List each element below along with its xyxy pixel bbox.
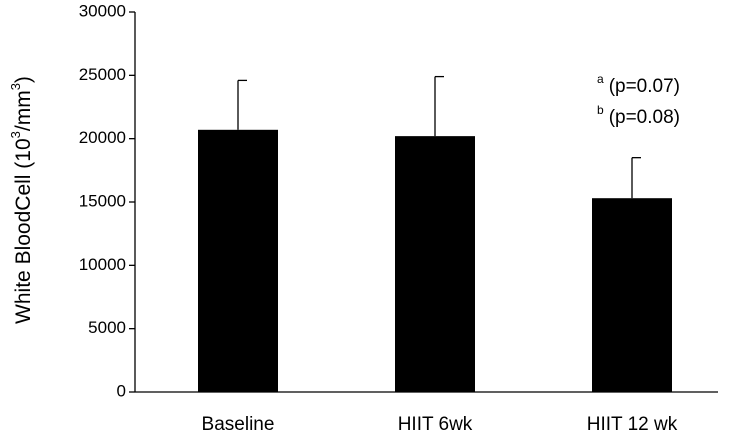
y-tick-label: 5000 (88, 318, 126, 337)
y-axis-title-sup2: 3 (8, 83, 23, 90)
bar (592, 198, 672, 392)
x-category-label: HIIT 6wk (398, 414, 473, 435)
annotation-marker: b (597, 103, 604, 117)
y-axis-title-sup1: 3 (8, 131, 23, 138)
y-tick-label: 30000 (79, 1, 126, 20)
y-axis-title-end: ) (12, 76, 35, 83)
y-tick-label: 10000 (79, 255, 126, 274)
y-axis-title-mid: /mm (12, 90, 35, 131)
y-axis-title-main: White BloodCell (10 (12, 138, 35, 324)
x-category-label: HIIT 12 wk (587, 414, 678, 435)
y-axis-title: White BloodCell (103/mm3) (8, 76, 35, 324)
y-tick-label: 25000 (79, 65, 126, 84)
annotation-text: (p=0.08) (609, 107, 680, 128)
annotations: a (p=0.07) b (p=0.08) (597, 72, 680, 128)
y-axis: 0 5000 10000 15000 20000 25000 30000 (79, 1, 136, 400)
error-bars (237, 75, 641, 199)
x-axis: Baseline HIIT 6wk HIIT 12 wk (135, 391, 718, 435)
x-category-label: Baseline (202, 414, 275, 435)
y-tick-label: 15000 (79, 191, 126, 210)
significance-annotation: a (p=0.07) (597, 72, 680, 97)
bar (198, 129, 278, 393)
y-tick-label: 20000 (79, 128, 126, 147)
y-tick-label: 0 (117, 381, 126, 400)
significance-annotation: b (p=0.08) (597, 103, 680, 128)
annotation-marker: a (597, 72, 604, 86)
bars (198, 129, 672, 393)
annotation-text: (p=0.07) (609, 76, 680, 97)
bar (395, 136, 475, 392)
